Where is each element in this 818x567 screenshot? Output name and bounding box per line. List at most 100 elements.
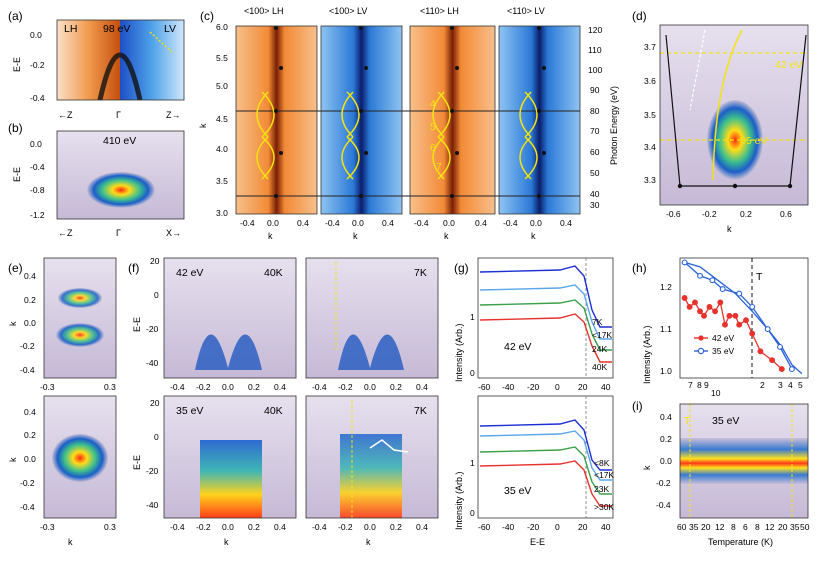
panel-g-top-energy: 42 eV (504, 341, 531, 353)
panel-c-x1-2: 0.4 (297, 218, 309, 228)
panel-b-ytick-0: 0.0 (30, 139, 42, 149)
panel-h-yt-1: 1.1 (660, 324, 672, 334)
panel-g-bot-energy: 35 eV (504, 485, 531, 497)
panel-e-yb-2: 0.0 (24, 454, 36, 464)
panel-f-xbl-0: -0.4 (170, 522, 185, 532)
panel-i-energy: 35 eV (712, 415, 739, 427)
panel-a-ytick-0: 0.0 (30, 30, 42, 40)
panel-c-ylabel: k (198, 123, 208, 128)
panel-b-ytick-2: -0.8 (30, 185, 45, 195)
panel-b-frame (56, 130, 185, 220)
panel-f-map-tl (164, 258, 296, 378)
panel-b-xl-1: Γ (116, 228, 121, 238)
panel-e-yb-0: 0.4 (24, 407, 36, 417)
panel-c-x3-2: 0.4 (475, 218, 487, 228)
panel-c-xlabel-1: k (268, 231, 273, 241)
panel-e-yb-3: -0.2 (20, 478, 35, 488)
panel-c-frame-1 (235, 25, 318, 215)
panel-f-bl-energy: 35 eV (176, 405, 203, 417)
panel-f-xtl-0: -0.4 (170, 382, 185, 392)
panel-h-xt-6: 4 (788, 380, 793, 390)
panel-g-bot-yt-0: 1 (470, 458, 475, 468)
panel-f-xbl-1: -0.2 (196, 522, 211, 532)
panel-c-num-1: 5 (430, 121, 436, 133)
panel-c-label: (c) (200, 9, 214, 23)
panel-f-tr-temp: 7K (414, 267, 427, 279)
panel-c-y2tick-1: 110 (588, 45, 602, 55)
panel-f-yt-3: -40 (146, 358, 159, 368)
panel-f-xtl-3: 0.2 (248, 382, 260, 392)
panel-e-yt-4: -0.4 (20, 365, 35, 375)
panel-e-xlabel: k (68, 537, 73, 547)
panel-e-yt-1: 0.2 (24, 295, 36, 305)
panel-h-series-35-point-2 (709, 277, 716, 284)
panel-i-band (680, 438, 808, 484)
panel-c-title-2: <110> LH (420, 6, 459, 16)
panel-a-frame (56, 19, 185, 101)
panel-g-xt-5: 40 (601, 382, 611, 392)
panel-g-bot-leg-2: 23K (594, 484, 609, 494)
panel-h-label: (h) (632, 261, 647, 275)
panel-h-series-42-point-0 (681, 295, 688, 301)
panel-c-map-4 (499, 26, 580, 214)
panel-h-series-42-point-7 (717, 299, 724, 306)
panel-h-series-35-point-4 (736, 290, 743, 297)
panel-c-y2tick-5: 70 (590, 126, 600, 136)
panel-c-x1-0: -0.4 (240, 218, 255, 228)
panel-c-title-1: <100> LV (329, 6, 367, 16)
panel-f-yb-3: -40 (146, 500, 159, 510)
panel-g-xb-2: -20 (527, 522, 540, 532)
panel-h-series-42-point-10 (732, 312, 739, 319)
panel-c-x4-1: 0.0 (530, 218, 542, 228)
panel-e-xb-0: -0.3 (40, 522, 55, 532)
panel-h-xt-3: 10 (711, 388, 721, 398)
panel-f-xbl-3: 0.2 (248, 522, 260, 532)
panel-c-y2tick-4: 80 (590, 106, 600, 116)
panel-c-num-3: 7 (436, 161, 442, 173)
panel-h-xt-2: 9 (704, 380, 709, 390)
panel-h: (h) T 42 eV 35 eV 1.2 1.1 1.0 Intensity … (632, 257, 809, 398)
panel-d-ytick-1: 3.6 (644, 76, 656, 86)
panel-e-xb-1: 0.3 (104, 522, 116, 532)
panel-c-title-3: <110> LV (507, 6, 545, 16)
panel-g-xt-1: -40 (502, 382, 515, 392)
panel-g-xt-0: -60 (478, 382, 491, 392)
panel-f-xbr-2: 0.0 (364, 522, 376, 532)
panel-h-xt-0: 7 (688, 380, 693, 390)
panel-a-guide (149, 31, 173, 53)
panel-d-ytick-4: 3.3 (644, 175, 656, 185)
panel-f-yt-0: 20 (150, 256, 160, 266)
panel-f-xtr-1: -0.2 (338, 382, 353, 392)
panel-f-xtl-2: 0.0 (222, 382, 234, 392)
panel-i-xt-5: 6 (743, 522, 748, 532)
panel-a-lh-map (57, 20, 120, 100)
panel-h-series-35-point-0 (681, 259, 688, 266)
panel-i-yt-0: 0.4 (660, 412, 672, 422)
panel-f-xtr-3: 0.2 (390, 382, 402, 392)
panel-h-series-42-point-11 (736, 321, 743, 328)
panel-c-y2tick-2: 100 (588, 65, 602, 75)
panel-a-band (97, 52, 143, 101)
panel-c-x2-1: 0.0 (352, 218, 364, 228)
panel-c-num-2: 6 (430, 142, 436, 154)
panel-b-title: 410 eV (103, 135, 136, 147)
panel-c-arcs (256, 91, 538, 180)
panel-i: (i) T 35 eV 0.4 0.2 0.0 -0.2 -0.4 k 60 3… (632, 399, 810, 547)
panel-e-yt-3: -0.2 (20, 341, 35, 351)
panel-f-xbr-0: -0.4 (312, 522, 327, 532)
panel-h-yt-2: 1.0 (660, 366, 672, 376)
panel-a-lh-tag: LH (64, 23, 77, 35)
panel-g-ylabel-top: Intensity (Arb.) (454, 323, 464, 382)
panel-g-top-leg-3: 40K (592, 362, 607, 372)
panel-g-xb-0: -60 (478, 522, 491, 532)
panel-e-yt-2: 0.0 (24, 318, 36, 328)
panel-g-top-curves (479, 265, 612, 363)
panel-c-ytick-0: 6.0 (216, 22, 228, 32)
panel-h-xt-4: 2 (760, 380, 765, 390)
panel-d-xtick-0: -0.6 (666, 209, 681, 219)
panel-h-legend: 42 eV 35 eV (694, 333, 735, 356)
panel-f-bl-temp: 40K (264, 405, 283, 417)
panel-c-x3-0: -0.4 (414, 218, 429, 228)
panel-b-xl-0: ←Z (58, 228, 73, 238)
panel-h-series-42-point-13 (749, 330, 756, 337)
